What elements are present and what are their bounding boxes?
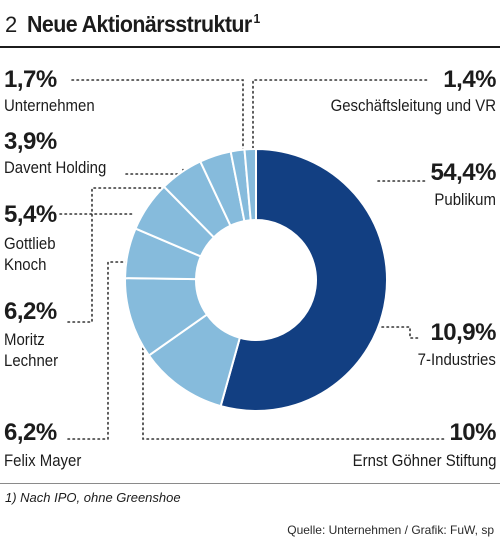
footnote-marker: 1 [253,11,261,27]
donut-slice-gesch-ftsleitung-und-vr [243,147,257,222]
leader-lechner [67,187,164,323]
leader-unternehmen [71,79,244,153]
leader-davent [125,167,184,175]
footer-rule [0,483,500,484]
category-label-lechner: Moritz Lechner [4,330,59,370]
value-label-davent: 3,9% [4,128,57,155]
value-label-geschaeftsleitung: 1,4% [443,66,496,93]
value-label-lechner: 6,2% [4,298,57,325]
category-label-publikum: Publikum [434,190,496,209]
chart-header: 2 Neue Aktionärsstruktur 1 [0,0,500,46]
value-label-7industries: 10,9% [430,319,496,346]
category-label-geschaeftsleitung: Geschäftsleitung und VR [330,96,496,115]
category-label-unternehmen: Unternehmen [4,96,95,115]
leader-geschaeftsleitung [252,79,429,154]
value-label-goehner: 10% [449,419,496,446]
header-rule [0,46,500,48]
value-label-unternehmen: 1,7% [4,66,57,93]
donut-slice-publikum [219,147,388,412]
value-label-mayer: 6,2% [4,419,57,446]
category-label-knoch: Gottlieb Knoch [4,234,56,274]
value-label-knoch: 5,4% [4,201,57,228]
leader-goehner [142,347,446,440]
footnote: 1) Nach IPO, ohne Greenshoe [5,490,181,505]
category-label-mayer: Felix Mayer [4,451,82,470]
chart-number: 2 [5,12,18,37]
category-label-davent: Davent Holding [4,158,107,177]
value-label-publikum: 54,4% [430,159,496,186]
category-label-7industries: 7-Industries [417,350,496,369]
category-label-goehner: Ernst Göhner Stiftung [352,451,496,470]
source-credit: Quelle: Unternehmen / Grafik: FuW, sp [287,523,494,537]
donut-slices [123,147,388,412]
leader-mayer [67,261,131,440]
chart-title: Neue Aktionärsstruktur 1 [27,11,261,37]
